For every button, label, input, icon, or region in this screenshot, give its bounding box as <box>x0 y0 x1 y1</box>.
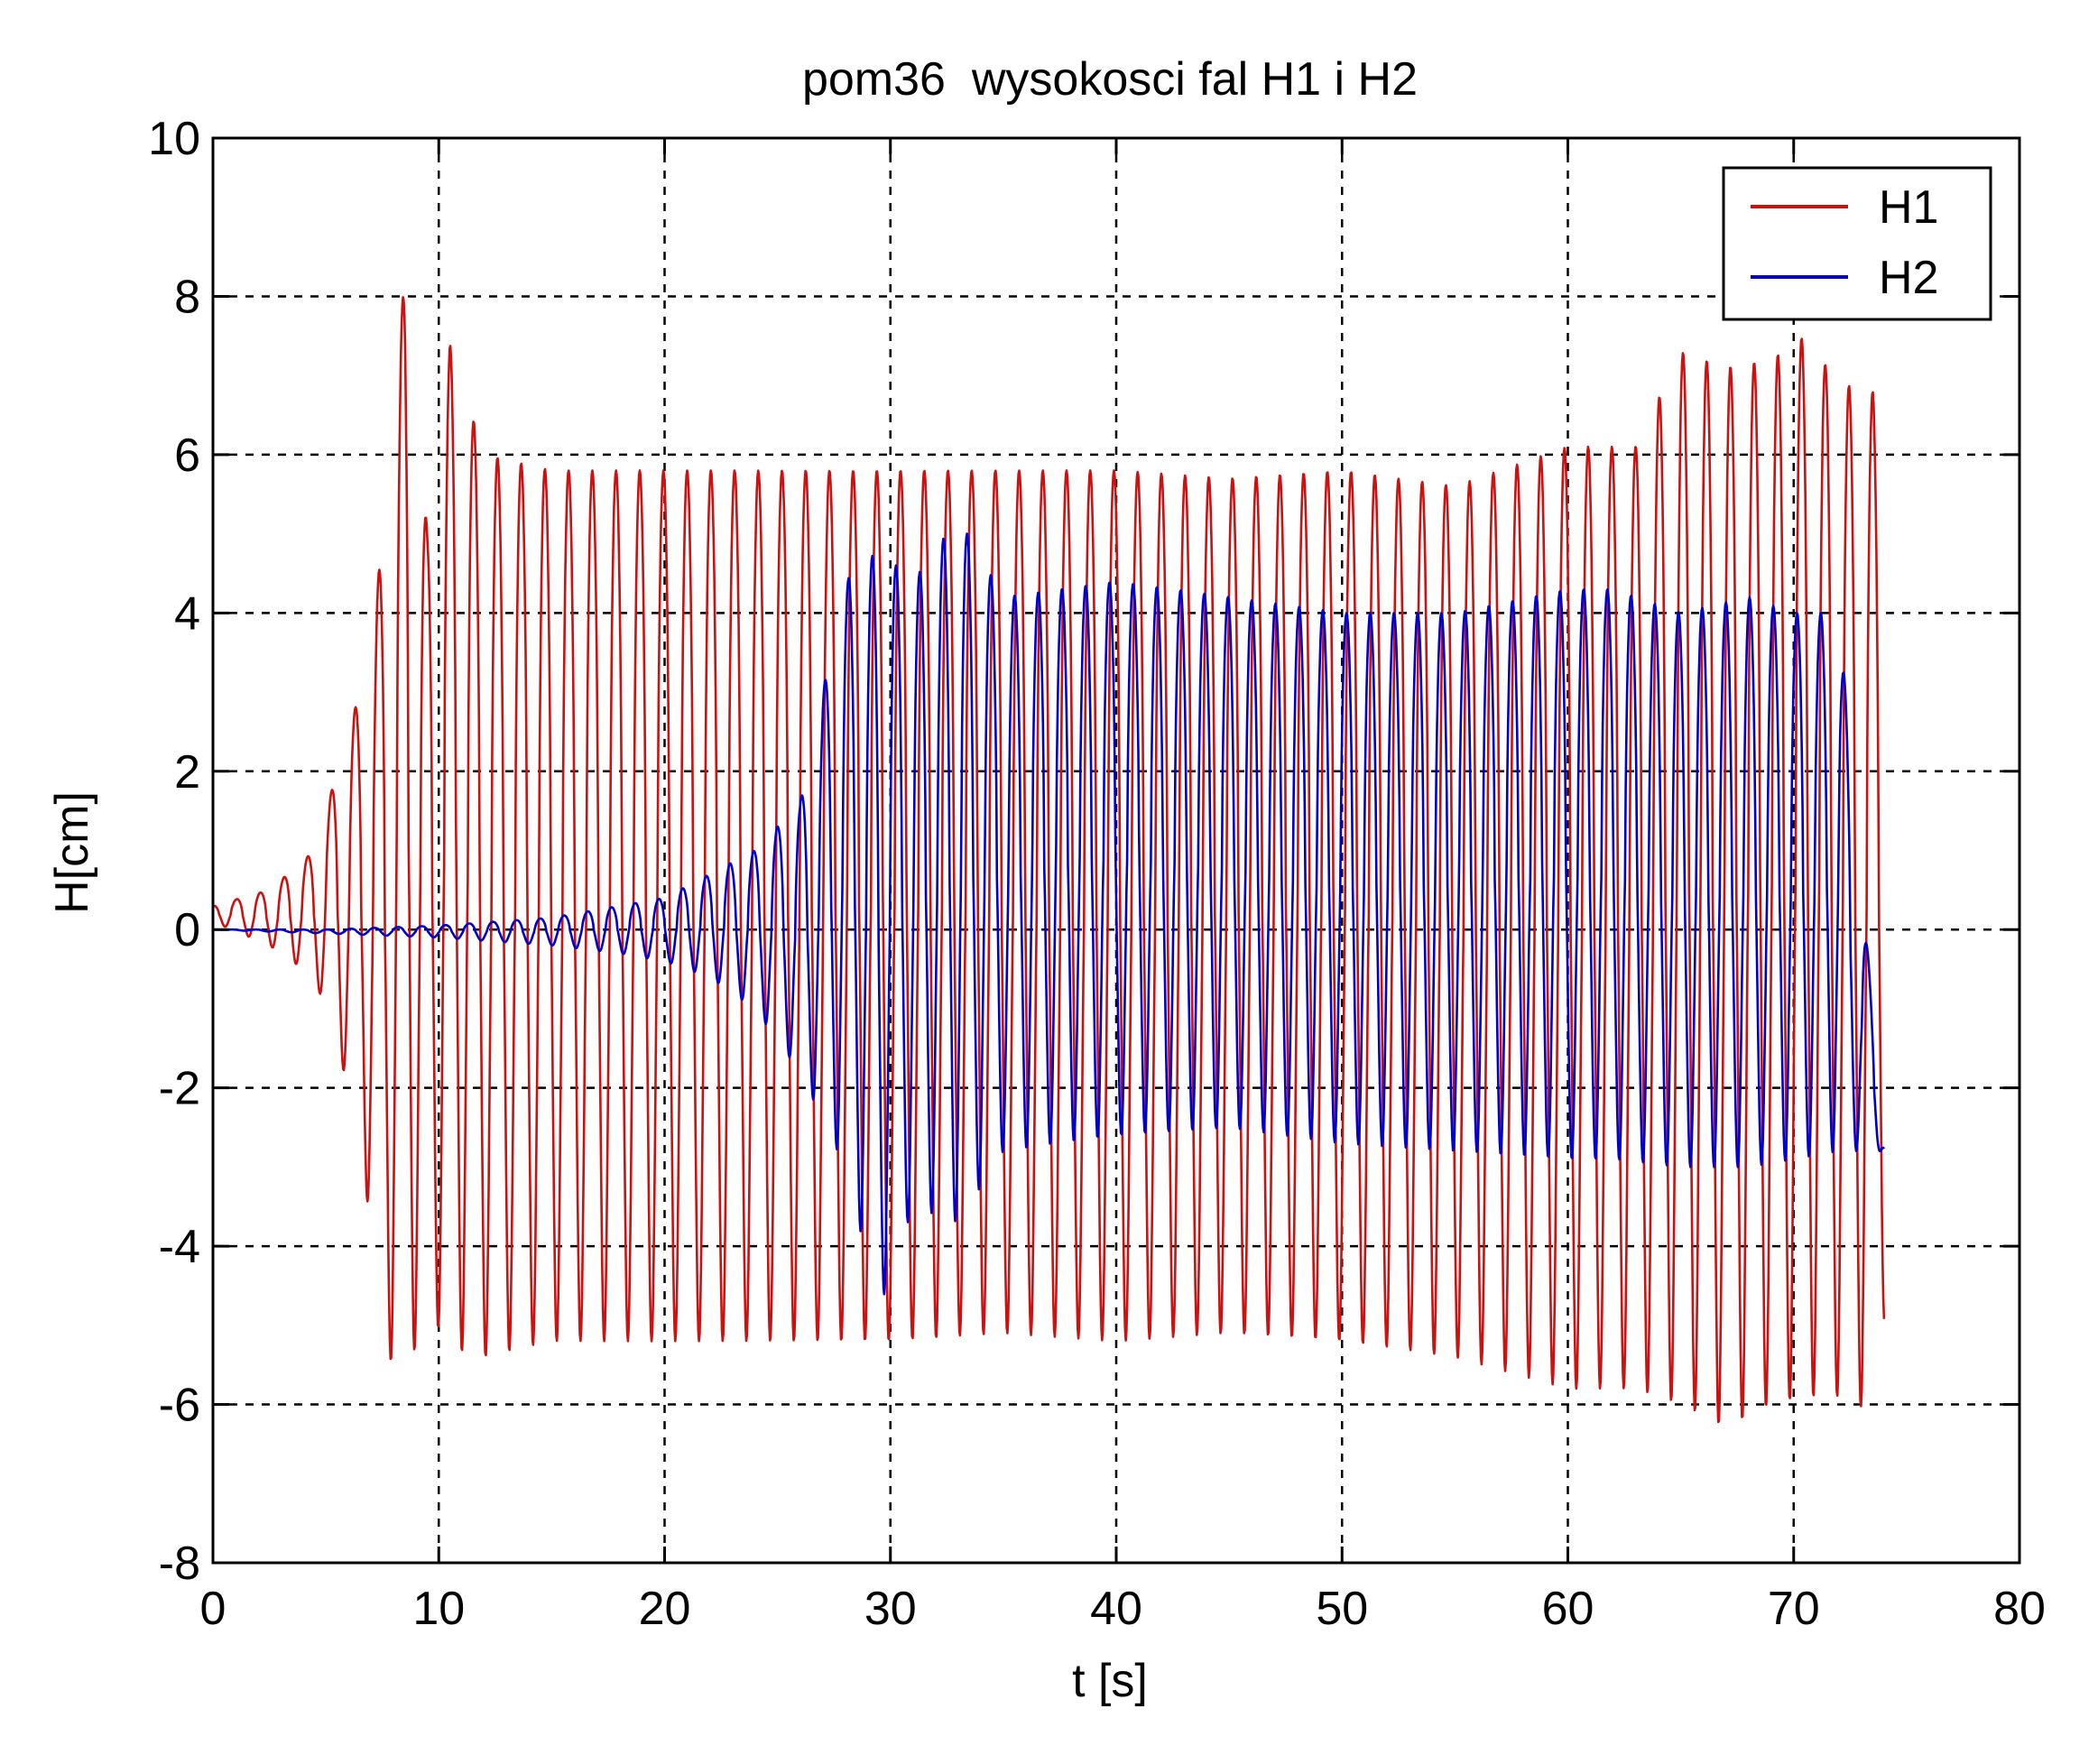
x-tick-label: 30 <box>864 1583 917 1635</box>
y-tick-label: 0 <box>174 904 200 956</box>
y-tick-label: -4 <box>159 1221 200 1273</box>
legend: H1 H2 <box>1722 166 1992 321</box>
tick-layer: 0 10 20 30 40 50 60 70 80 -8 -6 -4 -2 0 2 4 6 8 10 <box>148 113 2046 1635</box>
y-tick-label: -2 <box>159 1063 200 1115</box>
x-tick-label: 50 <box>1316 1583 1368 1635</box>
series-line-h1 <box>212 296 1886 1424</box>
x-tick-label: 10 <box>412 1583 465 1635</box>
series-line-h2 <box>212 532 1885 1296</box>
y-tick-label: -8 <box>159 1538 200 1590</box>
legend-box <box>1722 166 1992 321</box>
x-tick-label: 0 <box>200 1583 226 1635</box>
y-tick-label: 4 <box>174 587 200 640</box>
legend-label-h1: H1 <box>1879 181 1938 234</box>
x-tick-label: 40 <box>1090 1583 1142 1635</box>
x-tick-label: 80 <box>1993 1583 2046 1635</box>
y-tick-label: 8 <box>174 271 200 323</box>
y-tick-label: -6 <box>159 1380 200 1432</box>
y-tick-label: 6 <box>174 429 200 482</box>
x-tick-label: 60 <box>1542 1583 1594 1635</box>
x-axis-label: t [s] <box>1072 1655 1148 1707</box>
series-layer <box>212 296 1886 1424</box>
x-tick-label: 70 <box>1768 1583 1820 1635</box>
y-axis-label: H[cm] <box>46 791 98 914</box>
y-tick-label: 10 <box>148 113 200 165</box>
chart-title: pom36 wysokosci fal H1 i H2 <box>802 53 1418 106</box>
x-tick-label: 20 <box>639 1583 691 1635</box>
legend-label-h2: H2 <box>1879 252 1938 304</box>
y-tick-label: 2 <box>174 746 200 799</box>
